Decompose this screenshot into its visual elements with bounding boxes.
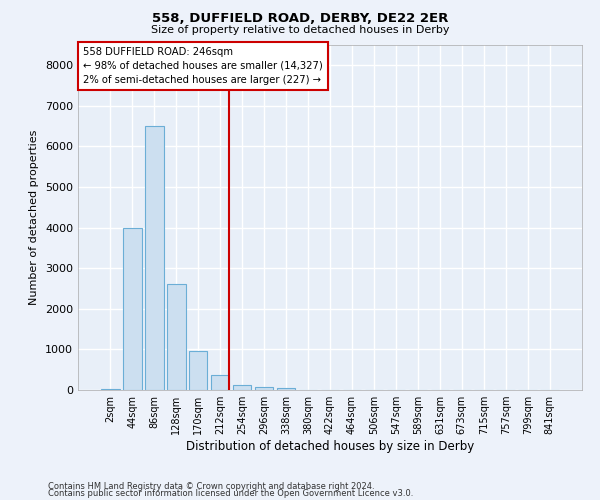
Bar xyxy=(189,352,208,390)
Text: 558 DUFFIELD ROAD: 246sqm
← 98% of detached houses are smaller (14,327)
2% of se: 558 DUFFIELD ROAD: 246sqm ← 98% of detac… xyxy=(83,46,323,84)
X-axis label: Distribution of detached houses by size in Derby: Distribution of detached houses by size … xyxy=(186,440,474,453)
Bar xyxy=(167,284,185,390)
Bar xyxy=(145,126,164,390)
Bar xyxy=(233,384,251,390)
Text: Size of property relative to detached houses in Derby: Size of property relative to detached ho… xyxy=(151,25,449,35)
Bar xyxy=(123,228,142,390)
Bar xyxy=(101,389,119,390)
Bar xyxy=(211,375,229,390)
Y-axis label: Number of detached properties: Number of detached properties xyxy=(29,130,40,305)
Bar xyxy=(255,387,274,390)
Text: 558, DUFFIELD ROAD, DERBY, DE22 2ER: 558, DUFFIELD ROAD, DERBY, DE22 2ER xyxy=(152,12,448,26)
Text: Contains HM Land Registry data © Crown copyright and database right 2024.: Contains HM Land Registry data © Crown c… xyxy=(48,482,374,491)
Bar xyxy=(277,388,295,390)
Text: Contains public sector information licensed under the Open Government Licence v3: Contains public sector information licen… xyxy=(48,490,413,498)
